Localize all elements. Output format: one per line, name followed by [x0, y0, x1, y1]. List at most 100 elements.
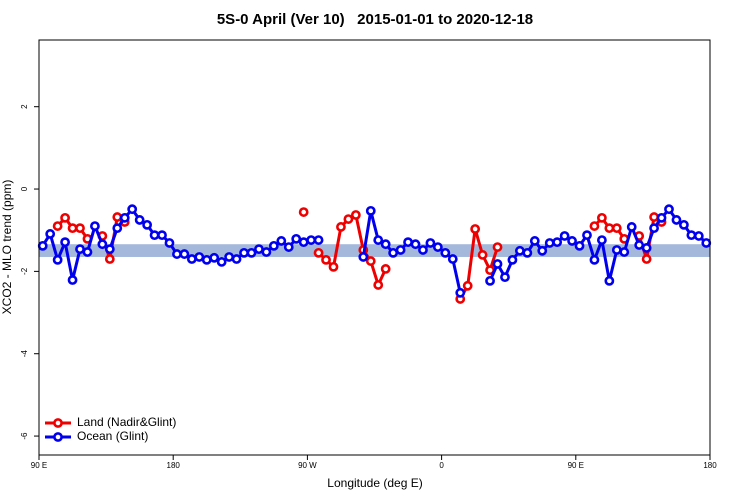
- data-point: [537, 245, 548, 256]
- data-point: [276, 236, 287, 246]
- data-point: [567, 236, 577, 246]
- data-point: [52, 221, 63, 231]
- data-point: [321, 254, 331, 265]
- data-point: [373, 280, 384, 290]
- data-point: [60, 237, 70, 248]
- y-tick-label: 0: [20, 186, 29, 191]
- chart-title: 5S-0 April (Ver 10) 2015-01-01 to 2020-1…: [217, 11, 533, 28]
- data-point: [186, 254, 197, 264]
- data-point: [470, 224, 481, 234]
- data-point: [664, 204, 674, 215]
- data-point: [522, 247, 533, 258]
- x-axis-label: Longitude (deg E): [327, 476, 422, 490]
- legend-marker: [53, 432, 63, 442]
- data-point: [350, 210, 361, 220]
- data-point: [254, 244, 264, 255]
- data-point: [380, 264, 391, 274]
- data-point: [596, 235, 607, 245]
- x-tick-label: 90 E: [31, 461, 47, 470]
- data-point: [201, 254, 212, 265]
- data-point: [395, 245, 406, 255]
- data-point: [440, 247, 451, 258]
- data-point: [596, 212, 607, 223]
- data-point: [380, 239, 391, 250]
- data-point: [634, 240, 645, 250]
- data-point: [432, 242, 443, 252]
- data-point: [492, 259, 503, 269]
- data-point: [649, 212, 659, 222]
- data-point: [679, 219, 689, 230]
- data-point: [298, 207, 309, 217]
- data-point: [231, 254, 242, 264]
- data-point: [447, 254, 458, 264]
- data-point: [514, 245, 525, 256]
- data-point: [112, 223, 123, 234]
- data-point: [649, 223, 659, 234]
- data-point: [343, 214, 354, 224]
- data-point: [686, 230, 697, 241]
- data-point: [544, 238, 555, 248]
- data-point: [313, 247, 324, 258]
- x-tick-label: 180: [167, 461, 181, 470]
- data-point: [559, 231, 570, 241]
- data-point: [529, 236, 540, 246]
- data-point: [298, 237, 309, 248]
- data-point: [291, 233, 302, 244]
- data-point: [306, 235, 317, 245]
- data-point: [604, 223, 615, 234]
- data-point: [656, 212, 667, 223]
- data-point: [172, 249, 182, 259]
- data-point: [75, 244, 85, 255]
- data-point: [261, 247, 272, 257]
- data-point: [671, 215, 682, 225]
- data-point: [224, 252, 235, 262]
- data-point: [283, 242, 294, 252]
- data-point: [507, 254, 518, 265]
- data-point: [582, 230, 592, 241]
- y-tick-label: -2: [20, 267, 29, 275]
- data-point: [216, 257, 227, 267]
- data-point: [37, 240, 48, 251]
- data-point: [358, 252, 369, 262]
- data-point: [589, 254, 600, 265]
- data-point: [328, 261, 339, 272]
- data-point: [164, 238, 175, 248]
- data-point: [52, 254, 63, 265]
- x-tick-label: 90 W: [298, 461, 317, 470]
- data-point: [611, 245, 622, 255]
- x-tick-label: 180: [703, 461, 717, 470]
- data-point: [104, 244, 115, 255]
- data-point: [134, 215, 145, 225]
- data-point: [641, 254, 652, 264]
- data-point: [403, 237, 413, 248]
- legend-label: Ocean (Glint): [77, 429, 148, 443]
- data-point: [418, 245, 428, 255]
- legend-label: Land (Nadir&Glint): [77, 415, 176, 429]
- data-point: [604, 275, 615, 286]
- y-tick-label: -4: [20, 350, 29, 358]
- data-point: [75, 223, 85, 234]
- data-point: [388, 247, 399, 258]
- data-point: [611, 223, 622, 234]
- data-point: [112, 212, 123, 222]
- data-point: [157, 230, 167, 241]
- data-point: [425, 238, 436, 248]
- data-point: [365, 256, 376, 266]
- data-point: [336, 222, 346, 232]
- data-point: [485, 275, 495, 286]
- data-point: [90, 221, 100, 231]
- data-point: [626, 222, 637, 232]
- data-point: [365, 205, 376, 216]
- data-point: [246, 247, 257, 258]
- data-point: [127, 204, 138, 215]
- legend: Land (Nadir&Glint)Ocean (Glint): [45, 415, 176, 443]
- data-point: [701, 238, 712, 248]
- data-point: [552, 237, 563, 248]
- data-point: [209, 252, 220, 263]
- plot-frame: [38, 39, 711, 456]
- data-point: [477, 250, 488, 260]
- data-point: [142, 219, 153, 230]
- data-point: [619, 247, 630, 257]
- data-point: [67, 223, 78, 234]
